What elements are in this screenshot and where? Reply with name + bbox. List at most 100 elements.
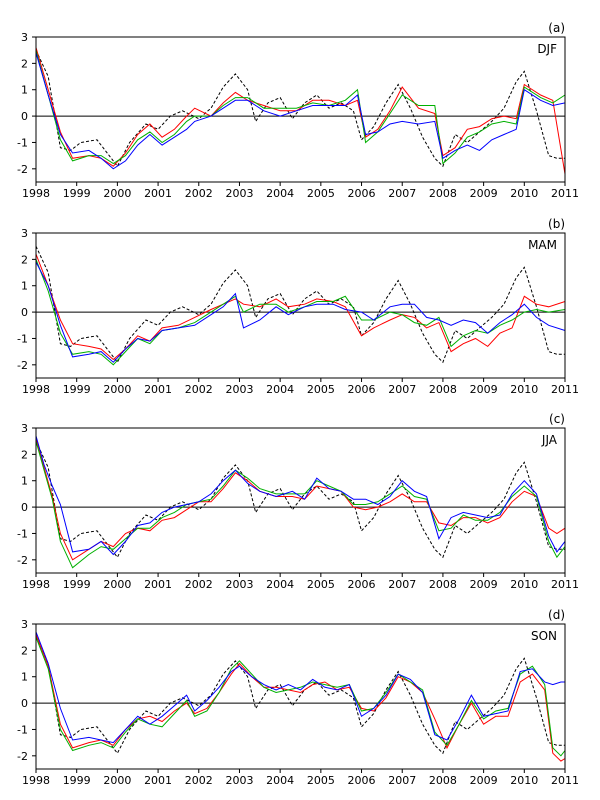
x-tick-label: 2004: [266, 578, 294, 591]
x-tick-label: 2001: [144, 774, 172, 787]
y-tick-label: 0: [21, 306, 28, 319]
chart-panel-0: 3 2 1 0 -1 -2 1998 1999 2000 2001 2002 2003 2004 2005…: [17, 21, 579, 200]
x-tick-label: 2010: [510, 774, 538, 787]
series-line-red: [35, 634, 566, 762]
y-tick-label: 2: [21, 644, 28, 657]
x-tick-label: 2004: [266, 383, 294, 396]
panel-label: (a): [548, 21, 565, 35]
x-tick-label: 2000: [103, 774, 131, 787]
season-label: JJA: [541, 433, 558, 447]
x-tick-label: 2008: [429, 578, 457, 591]
x-tick-label: 1999: [63, 578, 91, 591]
x-tick-label: 1999: [63, 774, 91, 787]
series-line-black-dashed: [35, 636, 565, 755]
series-line-blue: [35, 261, 566, 363]
x-tick-label: 2002: [185, 578, 213, 591]
series-line-black-dashed: [35, 49, 565, 168]
series-line-red: [35, 253, 566, 361]
x-tick-label: 2009: [470, 187, 498, 200]
x-tick-label: 2011: [551, 774, 579, 787]
x-tick-label: 2007: [388, 774, 416, 787]
x-tick-label: 2000: [103, 578, 131, 591]
x-tick-label: 2004: [266, 774, 294, 787]
x-tick-label: 2011: [551, 578, 579, 591]
x-tick-label: 2005: [307, 578, 335, 591]
y-tick-label: -2: [17, 359, 28, 372]
x-tick-label: 1999: [63, 187, 91, 200]
chart-panel-2: 3 2 1 0 -1 -2 1998 1999 2000 2001 2002 2003 2004 2005…: [17, 412, 579, 591]
x-tick-label: 1998: [22, 187, 50, 200]
x-tick-label: 2009: [470, 383, 498, 396]
x-tick-label: 2007: [388, 187, 416, 200]
x-tick-label: 2005: [307, 774, 335, 787]
x-tick-label: 2001: [144, 578, 172, 591]
y-tick-label: 3: [21, 227, 28, 240]
series-line-blue: [35, 435, 566, 556]
series-line-red: [35, 47, 566, 175]
y-tick-label: 0: [21, 697, 28, 710]
x-tick-label: 2004: [266, 187, 294, 200]
series-line-green: [35, 637, 566, 757]
y-tick-label: 1: [21, 475, 28, 488]
series-line-blue: [35, 631, 565, 744]
y-tick-label: 2: [21, 253, 28, 266]
y-tick-label: 0: [21, 501, 28, 514]
y-tick-label: -1: [17, 723, 28, 736]
series-line-green: [35, 50, 566, 165]
x-tick-label: 2011: [551, 383, 579, 396]
x-tick-label: 2001: [144, 187, 172, 200]
series-line-black-dashed: [35, 440, 565, 559]
series-line-green: [35, 441, 566, 569]
chart-panel-3: 3 2 1 0 -1 -2 1998 1999 2000 2001 2002 2003 2004 2005…: [17, 608, 579, 787]
x-tick-label: 2000: [103, 187, 131, 200]
plot-frame: [35, 427, 566, 574]
season-label: MAM: [528, 238, 557, 252]
x-tick-label: 2008: [429, 383, 457, 396]
x-tick-label: 2003: [225, 383, 253, 396]
x-tick-label: 2006: [348, 383, 376, 396]
x-tick-label: 2003: [225, 774, 253, 787]
y-tick-label: 1: [21, 280, 28, 293]
x-tick-label: 2010: [510, 187, 538, 200]
x-tick-label: 2002: [185, 383, 213, 396]
x-tick-label: 2002: [185, 774, 213, 787]
y-tick-label: -2: [17, 750, 28, 763]
y-tick-label: 2: [21, 448, 28, 461]
season-label: SON: [531, 629, 557, 643]
x-tick-label: 2008: [429, 774, 457, 787]
y-tick-label: 3: [21, 422, 28, 435]
plot-frame: [35, 36, 566, 183]
y-tick-label: 3: [21, 31, 28, 44]
x-tick-label: 2006: [348, 578, 376, 591]
x-tick-label: 2007: [388, 383, 416, 396]
x-tick-label: 2009: [470, 578, 498, 591]
x-tick-label: 2001: [144, 383, 172, 396]
panel-label: (b): [548, 217, 565, 231]
y-tick-label: 2: [21, 57, 28, 70]
x-tick-label: 2005: [307, 383, 335, 396]
x-tick-label: 1999: [63, 383, 91, 396]
x-tick-label: 2008: [429, 187, 457, 200]
x-tick-label: 2010: [510, 383, 538, 396]
y-tick-label: -1: [17, 332, 28, 345]
x-tick-label: 2009: [470, 774, 498, 787]
plot-frame: [35, 623, 566, 770]
x-tick-label: 2002: [185, 187, 213, 200]
x-tick-label: 2003: [225, 187, 253, 200]
y-tick-label: -1: [17, 527, 28, 540]
series-line-blue: [35, 52, 566, 170]
season-label: DJF: [537, 42, 557, 56]
x-tick-label: 2006: [348, 187, 376, 200]
x-tick-label: 1998: [22, 578, 50, 591]
y-tick-label: 1: [21, 84, 28, 97]
y-tick-label: -1: [17, 136, 28, 149]
y-tick-label: -2: [17, 163, 28, 176]
x-tick-label: 2000: [103, 383, 131, 396]
x-tick-label: 2011: [551, 187, 579, 200]
x-tick-label: 2003: [225, 578, 253, 591]
y-tick-label: -2: [17, 554, 28, 567]
y-tick-label: 3: [21, 618, 28, 631]
x-tick-label: 2010: [510, 578, 538, 591]
x-tick-label: 2005: [307, 187, 335, 200]
